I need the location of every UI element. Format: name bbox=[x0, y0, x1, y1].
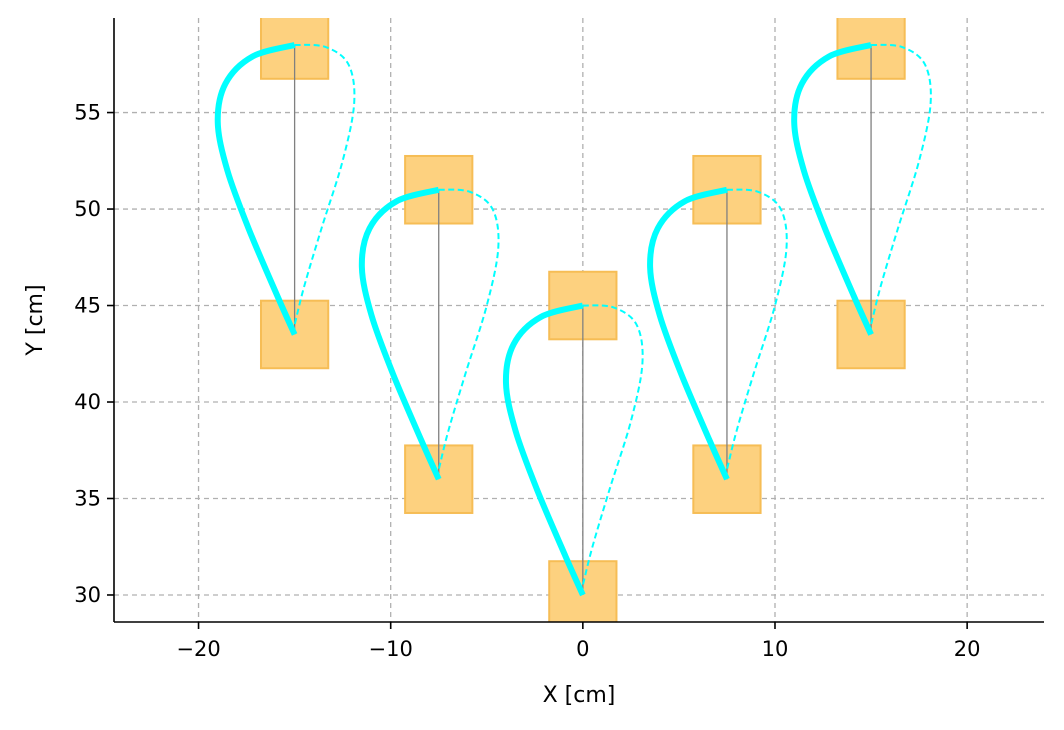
y-axis-label: Y [cm] bbox=[23, 284, 48, 356]
loop-2-dashed-curve bbox=[581, 304, 644, 586]
y-tick-label-4: 50 bbox=[74, 197, 101, 221]
loop-4-dashed-curve bbox=[870, 43, 932, 326]
loops bbox=[214, 42, 932, 597]
loop-1-dashed-curve bbox=[437, 188, 500, 470]
y-tick-label-2: 40 bbox=[74, 390, 101, 414]
y-tick-label-5: 55 bbox=[74, 101, 101, 125]
loop-0-solid-curve bbox=[214, 42, 298, 336]
loop-1-solid-curve bbox=[358, 186, 442, 481]
loop-2-solid-curve bbox=[502, 302, 586, 597]
x-axis-label: X [cm] bbox=[543, 683, 616, 708]
axes bbox=[113, 18, 1044, 623]
y-tick-label-1: 35 bbox=[74, 486, 101, 510]
loop-0-dashed-curve bbox=[293, 43, 356, 326]
x-tick-label-3: 10 bbox=[762, 637, 789, 661]
x-tick-label-0: −20 bbox=[176, 637, 220, 661]
loop-3-solid-curve bbox=[647, 186, 730, 481]
ticks: −20 −10 0 10 20 30 35 40 45 50 55 bbox=[74, 101, 980, 661]
loop-3-dashed-curve bbox=[725, 188, 788, 470]
y-tick-label-3: 45 bbox=[74, 294, 101, 318]
x-tick-label-2: 0 bbox=[576, 637, 589, 661]
y-tick-label-0: 30 bbox=[74, 583, 101, 607]
x-tick-label-4: 20 bbox=[954, 637, 981, 661]
x-tick-label-1: −10 bbox=[369, 637, 413, 661]
connectors bbox=[293, 45, 872, 595]
loop-4-solid-curve bbox=[791, 42, 874, 336]
